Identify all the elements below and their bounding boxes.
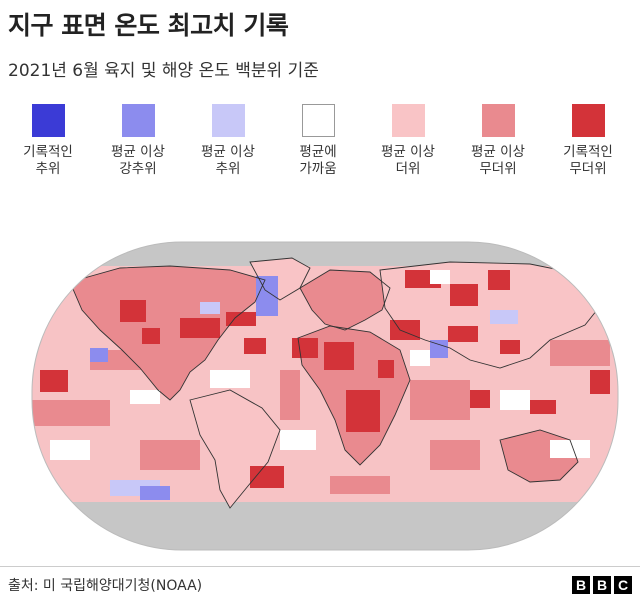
globe-outline <box>31 241 619 551</box>
legend-item-warmer: 평균 이상 더위 <box>363 104 453 178</box>
legend: 기록적인 추위 평균 이상 강추위 평균 이상 추위 평균에 가까움 평균 이상… <box>0 104 640 194</box>
page-subtitle: 2021년 6월 육지 및 해양 온도 백분위 기준 <box>8 61 319 81</box>
legend-label: 평균 이상 추위 <box>201 144 255 177</box>
much-warmer-patches <box>32 340 610 494</box>
source-credit: 출처: 미 국립해양대기청(NOAA) <box>8 578 203 594</box>
legend-swatch <box>211 104 245 137</box>
coastlines <box>69 257 606 509</box>
antarctic-no-data <box>32 502 618 550</box>
legend-item-much-cooler: 평균 이상 강추위 <box>93 104 183 178</box>
legend-item-much-warmer: 평균 이상 무더위 <box>453 104 543 178</box>
south-america-land <box>190 390 280 508</box>
legend-item-record-warmest: 기록적인 무더위 <box>543 104 633 178</box>
europe-land <box>300 270 390 330</box>
temperature-map <box>30 240 620 552</box>
record-warm-patches <box>40 270 610 488</box>
legend-item-cooler: 평균 이상 추위 <box>183 104 273 178</box>
arctic-no-data <box>32 242 618 266</box>
legend-swatch <box>121 104 155 137</box>
legend-swatch <box>31 104 65 137</box>
near-average-patches <box>50 270 590 460</box>
legend-label: 기록적인 무더위 <box>563 144 613 177</box>
north-america-land <box>70 266 265 400</box>
legend-swatch <box>301 104 335 137</box>
world-map <box>31 241 619 551</box>
legend-swatch <box>481 104 515 137</box>
legend-swatch <box>391 104 425 137</box>
bbc-logo-letter: B <box>572 576 590 594</box>
legend-label: 평균 이상 강추위 <box>111 144 165 177</box>
bbc-logo: B B C <box>572 576 632 594</box>
legend-swatch <box>571 104 605 137</box>
page-title: 지구 표면 온도 최고치 기록 <box>8 11 289 40</box>
footer-divider <box>0 566 640 567</box>
legend-item-near-average: 평균에 가까움 <box>273 104 363 178</box>
legend-label: 평균 이상 더위 <box>381 144 435 177</box>
legend-label: 평균 이상 무더위 <box>471 144 525 177</box>
legend-label: 평균에 가까움 <box>299 144 337 177</box>
legend-label: 기록적인 추위 <box>23 144 73 177</box>
bbc-logo-letter: C <box>614 576 632 594</box>
much-cooler-patches <box>90 276 448 500</box>
bbc-logo-letter: B <box>593 576 611 594</box>
legend-item-record-cold: 기록적인 추위 <box>3 104 93 178</box>
